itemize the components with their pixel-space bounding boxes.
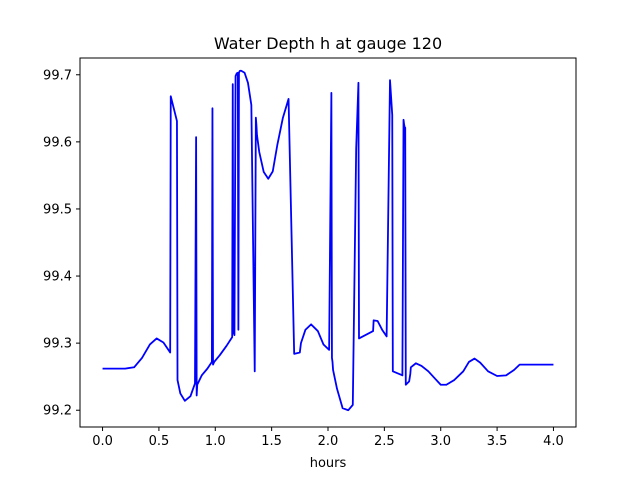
series-layer xyxy=(102,69,554,412)
y-tick-label: 99.3 xyxy=(43,337,72,352)
y-tick-label: 99.5 xyxy=(43,202,72,217)
series-line-0 xyxy=(102,69,554,412)
x-axis-ticks: 0.0 0.5 1.0 1.5 2.0 2.5 3.0 3.5 4.0 xyxy=(92,427,564,449)
y-axis-ticks: 99.2 99.3 99.4 99.5 99.6 99.7 xyxy=(43,68,80,419)
x-tick-label: 2.0 xyxy=(318,434,339,449)
x-tick-label: 3.0 xyxy=(430,434,451,449)
y-tick-label: 99.2 xyxy=(43,404,72,419)
x-tick-label: 1.5 xyxy=(261,434,282,449)
x-tick-label: 1.0 xyxy=(205,434,226,449)
x-tick-label: 2.5 xyxy=(374,434,395,449)
y-tick-label: 99.6 xyxy=(43,135,72,150)
chart-title: Water Depth h at gauge 120 xyxy=(214,34,442,53)
x-axis-label: hours xyxy=(310,456,347,471)
y-tick-label: 99.7 xyxy=(43,68,72,83)
x-tick-label: 4.0 xyxy=(543,434,564,449)
plot-area xyxy=(80,58,576,427)
plot-frame xyxy=(79,57,577,428)
x-tick-label: 0.0 xyxy=(92,434,113,449)
y-tick-label: 99.4 xyxy=(43,270,72,285)
x-tick-label: 3.5 xyxy=(487,434,508,449)
x-tick-label: 0.5 xyxy=(149,434,170,449)
